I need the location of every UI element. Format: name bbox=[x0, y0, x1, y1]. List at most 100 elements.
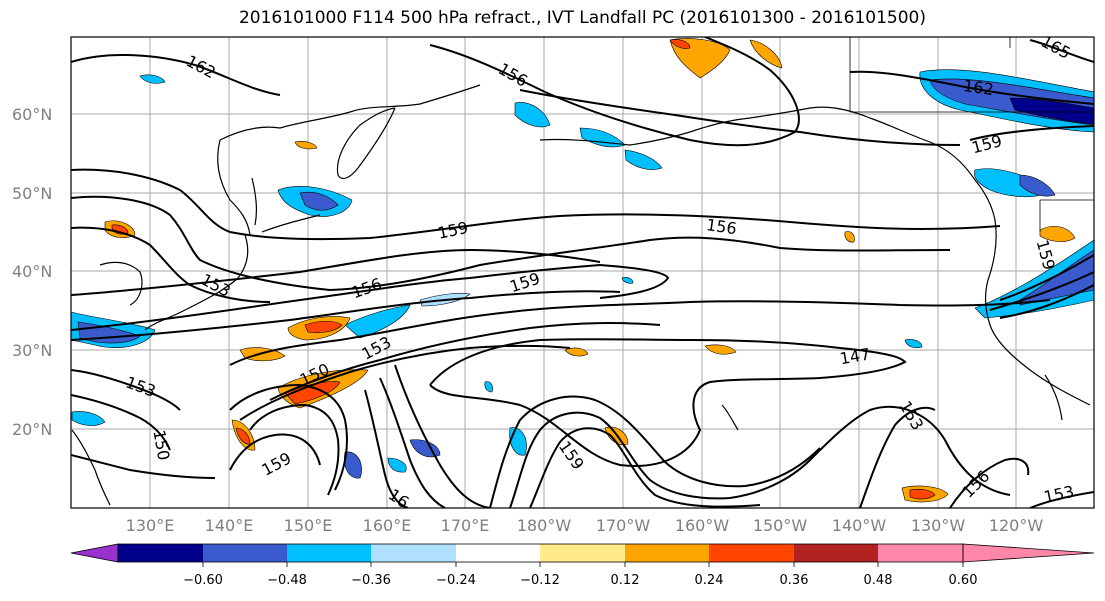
contour-jet-a bbox=[71, 248, 601, 296]
map-title: 2016101000 F114 500 hPa refract., IVT La… bbox=[238, 8, 926, 28]
contour-pnw-b bbox=[999, 284, 1094, 319]
contour-150-jet bbox=[239, 344, 571, 421]
shade-bering-red bbox=[669, 39, 691, 49]
coastlines bbox=[71, 84, 1091, 506]
coast-kamchatka bbox=[336, 107, 396, 180]
colorbar-extend-low bbox=[70, 543, 119, 563]
colorbar-label: 0.36 bbox=[780, 573, 809, 588]
lon-label: 170°W bbox=[596, 516, 651, 535]
shade-mid-orange-a bbox=[564, 347, 589, 357]
contour-jet-c bbox=[71, 290, 621, 341]
contour-labels: 162 156 159 156 159 156 153 159 153 147 … bbox=[123, 37, 1076, 512]
contour-153-se bbox=[859, 406, 936, 508]
lon-label: 170°E bbox=[441, 516, 490, 535]
contour-jet-b bbox=[71, 263, 670, 331]
map-frame bbox=[70, 36, 1095, 509]
contour-south-c bbox=[394, 364, 491, 508]
contour-gulf-162 bbox=[849, 70, 1094, 105]
lon-label: 140°W bbox=[832, 516, 887, 535]
shade-kamchatka-core bbox=[299, 191, 339, 211]
colorbar-extend-high bbox=[962, 543, 1095, 563]
lon-label: 180°W bbox=[517, 516, 572, 535]
shade-jet-red-a bbox=[304, 320, 343, 334]
contour-pnw-159 bbox=[999, 254, 1094, 301]
contour-wave-2 bbox=[529, 427, 761, 508]
shade-ne-small bbox=[1039, 226, 1076, 242]
colorbar-swatch bbox=[709, 544, 794, 562]
latitude-labels: 60°N 50°N 40°N 30°N 20°N bbox=[12, 105, 52, 439]
map-panel: 162 156 159 156 159 156 153 159 153 147 … bbox=[70, 36, 1095, 512]
contour-150-sw bbox=[71, 394, 171, 451]
lon-label: 160°E bbox=[363, 516, 412, 535]
contour-165 bbox=[1029, 39, 1094, 63]
shade-aleutian-b bbox=[624, 149, 663, 170]
lon-label: 120°W bbox=[989, 516, 1044, 535]
contour-wave-3 bbox=[489, 395, 821, 508]
shade-jet-a bbox=[344, 304, 411, 339]
contour-south-a bbox=[379, 377, 446, 508]
contour-147-loop bbox=[429, 338, 907, 467]
colorbar-label: −0.48 bbox=[267, 573, 307, 588]
colorbar-ticks bbox=[202, 562, 964, 567]
shade-small-1 bbox=[139, 74, 166, 84]
coast-aleutians bbox=[539, 131, 691, 146]
coast-korea bbox=[99, 261, 143, 306]
contour-label: 162 bbox=[962, 76, 995, 99]
contour-loop-sw-2 bbox=[249, 403, 340, 496]
coast-alaska bbox=[689, 106, 931, 143]
contour-jet-d bbox=[229, 299, 1051, 366]
contour-south-b bbox=[364, 389, 409, 508]
shade-sw-a bbox=[71, 411, 106, 426]
shade-bc-coast-core bbox=[1019, 174, 1056, 197]
colorbar-label: −0.12 bbox=[520, 573, 560, 588]
contour-153-left bbox=[71, 226, 271, 303]
colorbar-swatch bbox=[878, 544, 963, 562]
contour-156-north bbox=[429, 37, 800, 147]
colorbar-swatch bbox=[287, 544, 371, 562]
contour-pnw-a bbox=[989, 271, 1094, 311]
contour-156-mid bbox=[71, 195, 951, 292]
coast-okhotsk bbox=[217, 139, 251, 236]
colorbar-swatch bbox=[625, 544, 709, 562]
contour-gulf-159 bbox=[969, 125, 1094, 141]
coast-kurils bbox=[261, 214, 321, 233]
lat-label: 30°N bbox=[12, 341, 52, 360]
colorbar-label: 0.12 bbox=[611, 573, 640, 588]
colorbar: −0.60 −0.48 −0.36 −0.24 −0.12 0.12 0.24 … bbox=[70, 543, 1095, 588]
lon-label: 140°E bbox=[205, 516, 254, 535]
lon-label: 130°E bbox=[126, 516, 175, 535]
contour-label: 16 bbox=[385, 485, 413, 512]
contour-wave-1 bbox=[509, 405, 1011, 508]
colorbar-label: 0.60 bbox=[949, 573, 978, 588]
shade-south-d bbox=[387, 457, 407, 473]
colorbar-label: −0.60 bbox=[183, 573, 223, 588]
colorbar-frame bbox=[117, 543, 964, 563]
coast-canada bbox=[929, 141, 1091, 406]
contour-153-sw bbox=[71, 369, 181, 411]
colorbar-label: −0.24 bbox=[436, 573, 476, 588]
shade-small-6 bbox=[484, 381, 493, 393]
coast-sw-islands bbox=[71, 429, 111, 506]
lon-label: 160°W bbox=[675, 516, 730, 535]
political-borders bbox=[849, 37, 1094, 232]
coast-asia-north bbox=[219, 84, 481, 141]
contour-159-south bbox=[229, 433, 321, 471]
colorbar-swatch bbox=[540, 544, 625, 562]
colorbar-swatch bbox=[203, 544, 287, 562]
colorbar-swatch bbox=[118, 544, 203, 562]
contour-label: 156 bbox=[705, 215, 738, 238]
contour-162-north bbox=[71, 53, 281, 96]
shade-small-3 bbox=[621, 277, 634, 284]
contour-153-far-se bbox=[1029, 491, 1094, 508]
coast-hawaii bbox=[721, 404, 739, 431]
colorbar-label: 0.24 bbox=[695, 573, 724, 588]
shade-gulf-alaska-core bbox=[1009, 97, 1094, 125]
contour-loop-sw-1 bbox=[229, 383, 348, 491]
lat-label: 50°N bbox=[12, 184, 52, 203]
lat-label: 60°N bbox=[12, 105, 52, 124]
lon-label: 150°W bbox=[753, 516, 808, 535]
coast-sakhalin bbox=[251, 177, 258, 226]
colorbar-label: 0.48 bbox=[864, 573, 893, 588]
lon-label: 130°W bbox=[911, 516, 966, 535]
